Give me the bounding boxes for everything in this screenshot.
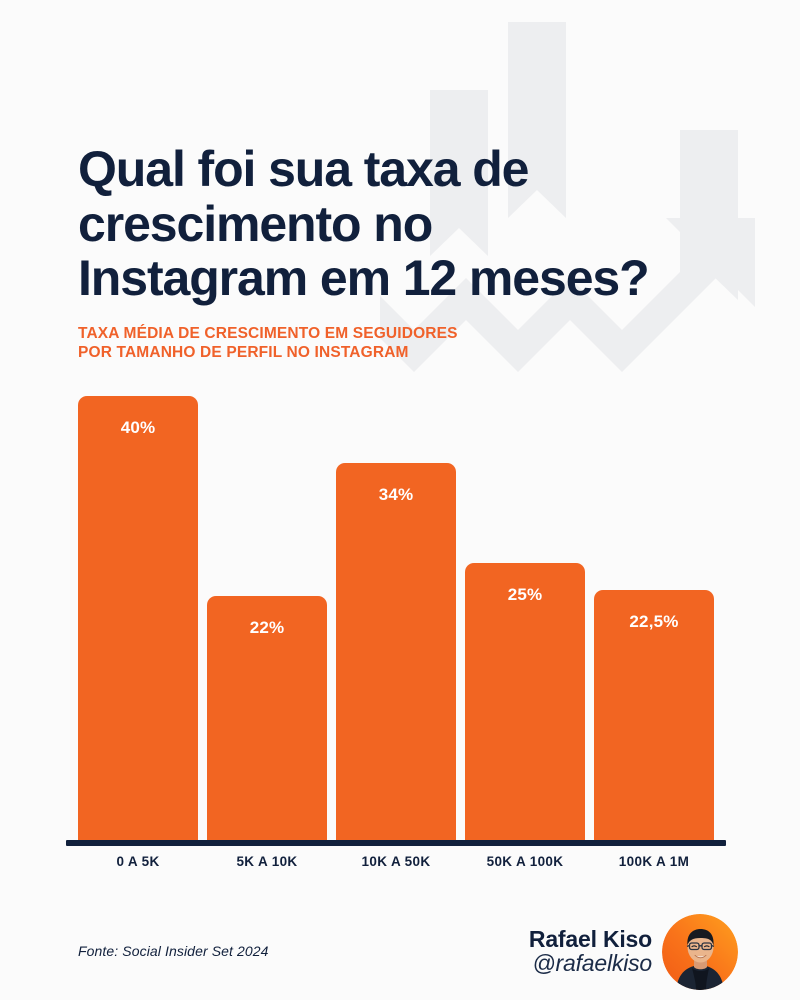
bar-value-label: 34% xyxy=(378,485,414,504)
bar-chart: 40% 22% 34% 25% 22,5% xyxy=(66,396,726,869)
table-row[interactable]: 40% xyxy=(78,396,198,840)
bar-slot: 22,5% xyxy=(594,396,714,840)
bar-slot: 34% xyxy=(336,396,456,840)
brand-text: Rafael Kiso @rafaelkiso xyxy=(528,926,652,976)
bar-slot: 40% xyxy=(78,396,198,840)
table-row[interactable]: 22,5% xyxy=(594,590,714,840)
category-label: 10K A 50K xyxy=(361,854,431,869)
brand-handle: @rafaelkiso xyxy=(532,950,652,976)
bar-value-label: 25% xyxy=(507,585,543,604)
table-row[interactable]: 22% xyxy=(207,596,327,840)
bar-value-label: 40% xyxy=(120,418,156,437)
brand-signature: Rafael Kiso @rafaelkiso xyxy=(529,914,738,990)
chart-plot-area: 40% 22% 34% 25% 22,5% xyxy=(78,396,714,840)
category-label: 50K A 100K xyxy=(486,854,564,869)
page-subtitle: TAXA MÉDIA DE CRESCIMENTO EM SEGUIDORES … xyxy=(78,324,458,362)
category-label: 0 A 5K xyxy=(116,854,160,869)
bar-value-label: 22,5% xyxy=(629,612,679,631)
table-row[interactable]: 34% xyxy=(336,463,456,840)
avatar xyxy=(662,914,738,990)
chart-axis-line xyxy=(66,840,726,846)
bar-value-label: 22% xyxy=(249,618,285,637)
chart-category-labels: 0 A 5K 5K A 10K 10K A 50K 50K A 100K 100… xyxy=(78,854,714,878)
source-note: Fonte: Social Insider Set 2024 xyxy=(78,943,269,959)
brand-name: Rafael Kiso xyxy=(528,926,652,953)
table-row[interactable]: 25% xyxy=(465,563,585,840)
bar-slot: 25% xyxy=(465,396,585,840)
page-title: Qual foi sua taxa de crescimento no Inst… xyxy=(78,141,650,306)
category-label: 100K A 1M xyxy=(618,854,690,869)
header: Qual foi sua taxa de crescimento no Inst… xyxy=(78,142,728,363)
bar-slot: 22% xyxy=(207,396,327,840)
category-label: 5K A 10K xyxy=(236,854,298,869)
